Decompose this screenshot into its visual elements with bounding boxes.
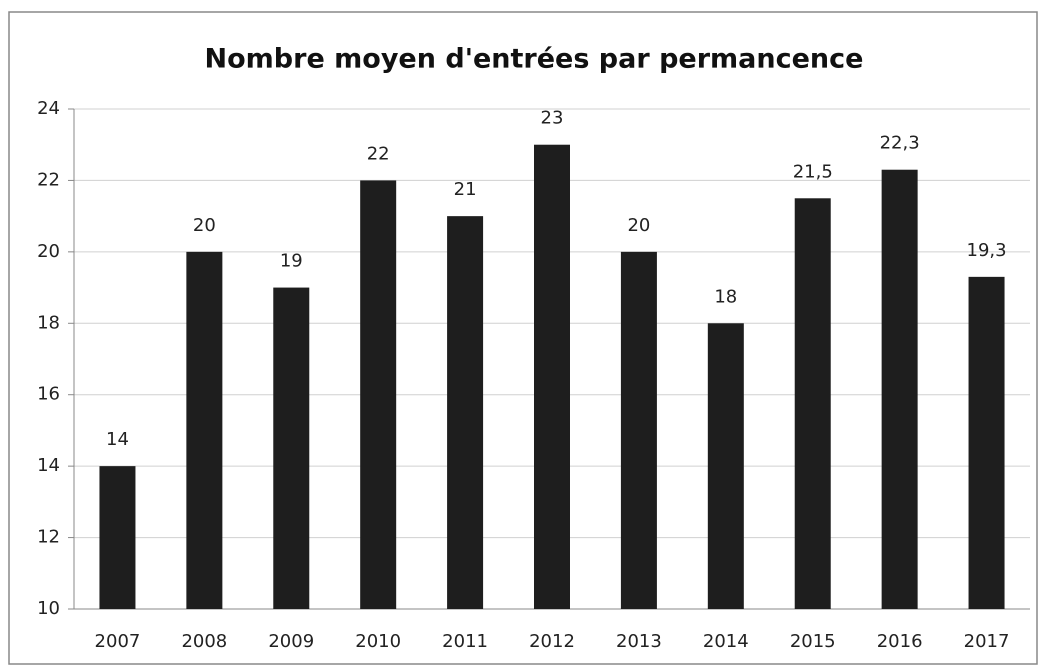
value-label: 19: [280, 251, 303, 272]
value-label: 21: [454, 179, 477, 200]
y-tick-label: 20: [37, 241, 60, 262]
y-tick-label: 10: [37, 598, 60, 619]
value-label: 22: [367, 143, 390, 164]
bar: [534, 144, 570, 609]
value-label: 22,3: [880, 133, 920, 154]
y-tick-label: 24: [37, 98, 60, 119]
x-tick-label: 2015: [790, 631, 836, 652]
bar: [794, 198, 831, 610]
bar: [186, 251, 223, 609]
bar: [99, 466, 136, 609]
x-tick-label: 2007: [95, 631, 141, 652]
value-label: 20: [193, 215, 216, 236]
x-tick-label: 2010: [355, 631, 401, 652]
y-tick-label: 18: [37, 312, 60, 333]
bar: [447, 216, 484, 609]
x-tick-label: 2009: [268, 631, 314, 652]
bar: [360, 180, 397, 609]
y-tick-label: 16: [37, 384, 60, 405]
chart-title: Nombre moyen d'entrées par permancence: [205, 44, 864, 75]
chart-frame: [8, 11, 1038, 665]
bar: [620, 251, 657, 609]
x-tick-label: 2008: [181, 631, 227, 652]
y-tick-label: 14: [37, 455, 60, 476]
x-tick-label: 2017: [964, 631, 1010, 652]
x-tick-label: 2012: [529, 631, 575, 652]
value-label: 19,3: [967, 240, 1007, 261]
bar: [968, 276, 1005, 609]
bar: [707, 323, 744, 609]
bar: [273, 287, 310, 609]
value-label: 18: [714, 286, 737, 307]
bar: [881, 169, 918, 609]
y-tick-label: 22: [37, 169, 60, 190]
y-tick-label: 12: [37, 527, 60, 548]
x-tick-label: 2014: [703, 631, 749, 652]
value-label: 21,5: [793, 161, 833, 182]
x-tick-label: 2013: [616, 631, 662, 652]
x-tick-label: 2016: [877, 631, 923, 652]
value-label: 23: [541, 108, 564, 129]
value-label: 20: [627, 215, 650, 236]
value-label: 14: [106, 429, 129, 450]
x-tick-label: 2011: [442, 631, 488, 652]
